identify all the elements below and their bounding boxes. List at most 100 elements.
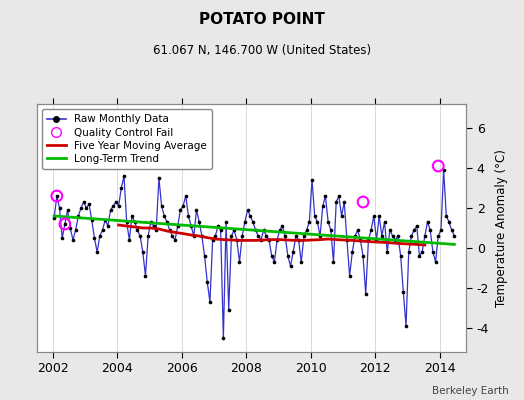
Point xyxy=(112,199,120,205)
Point xyxy=(410,227,418,233)
Point xyxy=(431,259,440,265)
Point xyxy=(329,259,337,265)
Point xyxy=(394,233,402,239)
Point xyxy=(397,253,405,259)
Point xyxy=(257,237,265,243)
Point xyxy=(319,203,327,209)
Point xyxy=(405,249,413,255)
Text: Berkeley Earth: Berkeley Earth xyxy=(432,386,508,396)
Point xyxy=(429,249,437,255)
Point xyxy=(254,233,263,239)
Point xyxy=(311,213,319,219)
Point xyxy=(418,249,427,255)
Point xyxy=(173,223,182,229)
Point xyxy=(104,223,112,229)
Point xyxy=(292,233,300,239)
Point xyxy=(163,219,171,225)
Point xyxy=(214,223,222,229)
Point xyxy=(369,213,378,219)
Point xyxy=(171,237,179,243)
Text: POTATO POINT: POTATO POINT xyxy=(199,12,325,27)
Point xyxy=(69,237,77,243)
Point xyxy=(386,227,394,233)
Point xyxy=(182,193,190,199)
Point xyxy=(241,219,249,225)
Point xyxy=(305,219,313,225)
Point xyxy=(149,223,158,229)
Point xyxy=(343,237,351,243)
Point xyxy=(383,249,391,255)
Point xyxy=(447,227,456,233)
Point xyxy=(61,221,69,227)
Point xyxy=(85,201,93,207)
Point xyxy=(139,249,147,255)
Y-axis label: Temperature Anomaly (°C): Temperature Anomaly (°C) xyxy=(495,149,508,307)
Point xyxy=(276,227,284,233)
Point xyxy=(198,233,206,239)
Point xyxy=(136,233,144,239)
Point xyxy=(74,213,82,219)
Point xyxy=(388,233,397,239)
Point xyxy=(179,203,187,209)
Point xyxy=(249,219,257,225)
Point xyxy=(283,253,292,259)
Point xyxy=(66,225,74,231)
Point xyxy=(128,213,136,219)
Point xyxy=(125,237,134,243)
Point xyxy=(90,235,99,241)
Point xyxy=(71,227,80,233)
Point xyxy=(80,199,88,205)
Point xyxy=(265,237,273,243)
Point xyxy=(321,193,330,199)
Point xyxy=(335,193,343,199)
Point xyxy=(99,227,107,233)
Point xyxy=(109,203,117,209)
Point xyxy=(184,213,193,219)
Point xyxy=(415,253,423,259)
Point xyxy=(130,219,139,225)
Point xyxy=(426,227,434,233)
Point xyxy=(155,175,163,181)
Point xyxy=(93,249,101,255)
Point xyxy=(106,207,115,213)
Point xyxy=(123,219,131,225)
Point xyxy=(209,237,217,243)
Point xyxy=(442,213,451,219)
Point xyxy=(233,237,241,243)
Point xyxy=(445,219,453,225)
Point xyxy=(423,219,432,225)
Point xyxy=(450,233,458,239)
Point xyxy=(278,223,287,229)
Point xyxy=(402,323,410,329)
Point xyxy=(144,233,152,239)
Point xyxy=(77,205,85,211)
Point xyxy=(437,227,445,233)
Point xyxy=(434,233,442,239)
Point xyxy=(120,173,128,179)
Point xyxy=(225,307,233,313)
Point xyxy=(345,273,354,279)
Point xyxy=(82,205,91,211)
Point xyxy=(227,233,236,239)
Point xyxy=(50,215,58,221)
Point xyxy=(354,227,362,233)
Point xyxy=(56,205,64,211)
Point xyxy=(216,227,225,233)
Point xyxy=(391,237,399,243)
Point xyxy=(326,227,335,233)
Point xyxy=(238,233,246,239)
Point xyxy=(434,163,442,169)
Point xyxy=(316,233,324,239)
Point xyxy=(222,219,230,225)
Point xyxy=(101,217,110,223)
Point xyxy=(88,217,96,223)
Point xyxy=(356,237,365,243)
Point xyxy=(195,219,203,225)
Point xyxy=(243,207,252,213)
Point xyxy=(340,199,348,205)
Point xyxy=(160,213,168,219)
Point xyxy=(117,185,125,191)
Point xyxy=(252,227,260,233)
Point xyxy=(300,233,308,239)
Point xyxy=(206,299,214,305)
